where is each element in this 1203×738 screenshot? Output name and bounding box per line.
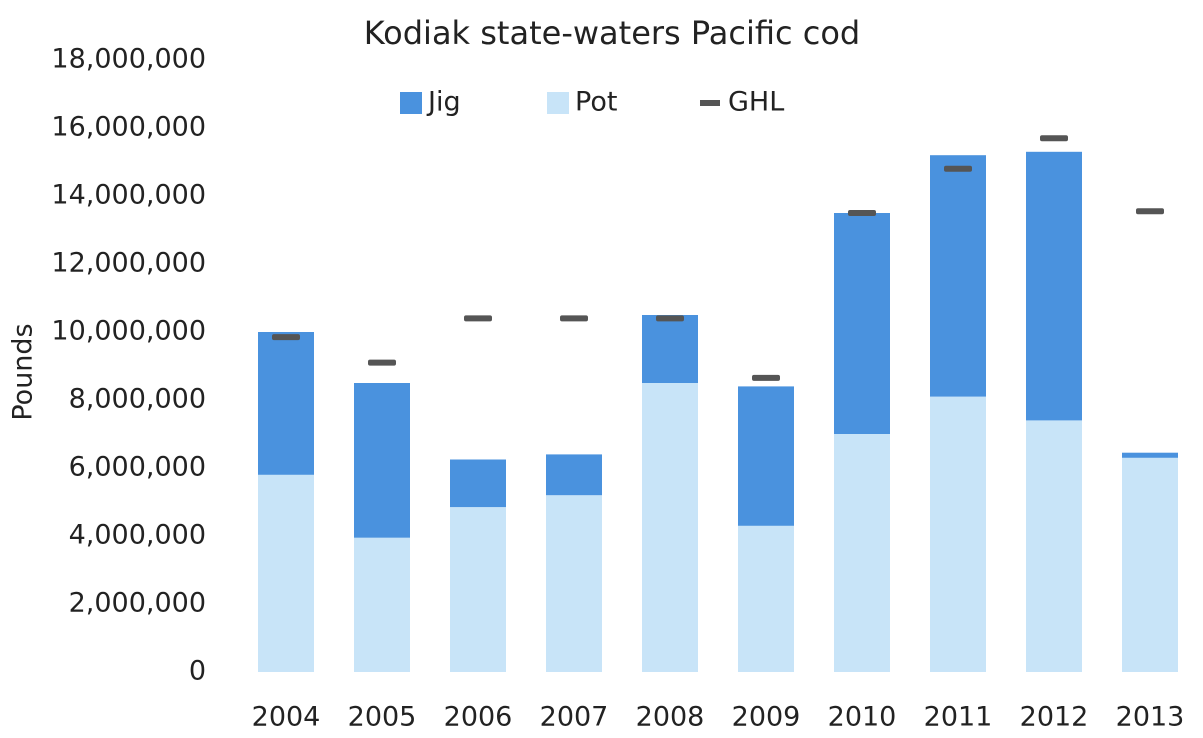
bar-segment — [546, 495, 602, 672]
legend-label: Pot — [575, 87, 617, 118]
bar-segment — [642, 383, 698, 672]
y-tick-label: 6,000,000 — [69, 452, 206, 483]
bar-segment — [1122, 452, 1178, 458]
legend-label: Jig — [426, 87, 461, 118]
x-tick-label: 2009 — [732, 702, 801, 733]
bar-segment — [1122, 457, 1178, 672]
x-tick-label: 2011 — [924, 702, 993, 733]
ghl-marker — [1136, 208, 1164, 215]
ghl-marker — [752, 374, 780, 381]
legend-swatch — [700, 100, 720, 106]
ghl-marker — [272, 334, 300, 341]
legend-swatch — [400, 92, 422, 114]
bar-segment — [930, 396, 986, 672]
y-tick-label: 16,000,000 — [51, 112, 206, 143]
legend-swatch — [547, 92, 569, 114]
bar-segment — [354, 537, 410, 672]
y-tick-label: 0 — [189, 656, 206, 687]
y-tick-label: 8,000,000 — [69, 384, 206, 415]
x-tick-label: 2005 — [348, 702, 417, 733]
bar-segment — [450, 507, 506, 672]
bar-segment — [930, 155, 986, 397]
y-tick-label: 12,000,000 — [51, 248, 206, 279]
bar-segment — [738, 525, 794, 672]
bar-segment — [738, 386, 794, 526]
x-tick-label: 2013 — [1116, 702, 1185, 733]
bar-segment — [1026, 420, 1082, 672]
ghl-marker — [560, 315, 588, 322]
bar-segment — [642, 315, 698, 383]
ghl-marker — [1040, 135, 1068, 142]
x-tick-label: 2007 — [540, 702, 609, 733]
ghl-marker — [368, 359, 396, 366]
bar-segment — [546, 454, 602, 496]
legend-label: GHL — [728, 87, 784, 118]
x-tick-label: 2010 — [828, 702, 897, 733]
ghl-marker — [848, 210, 876, 216]
y-axis-label: Pounds — [8, 323, 39, 420]
ghl-marker — [656, 315, 684, 322]
bar-segment — [258, 474, 314, 672]
bar-segment — [834, 434, 890, 672]
bar-segment — [258, 332, 314, 475]
bar-segment — [1026, 151, 1082, 421]
ghl-marker — [464, 315, 492, 322]
bar-segment — [354, 383, 410, 538]
y-tick-label: 18,000,000 — [51, 44, 206, 75]
y-tick-label: 14,000,000 — [51, 180, 206, 211]
ghl-marker — [944, 165, 972, 172]
x-tick-label: 2004 — [252, 702, 321, 733]
x-tick-label: 2012 — [1020, 702, 1089, 733]
y-tick-label: 10,000,000 — [51, 316, 206, 347]
x-tick-label: 2006 — [444, 702, 513, 733]
y-tick-label: 2,000,000 — [69, 588, 206, 619]
x-tick-label: 2008 — [636, 702, 705, 733]
bar-segment — [834, 213, 890, 434]
y-tick-label: 4,000,000 — [69, 520, 206, 551]
bar-segment — [450, 459, 506, 508]
chart-title: Kodiak state-waters Pacific cod — [364, 14, 860, 52]
